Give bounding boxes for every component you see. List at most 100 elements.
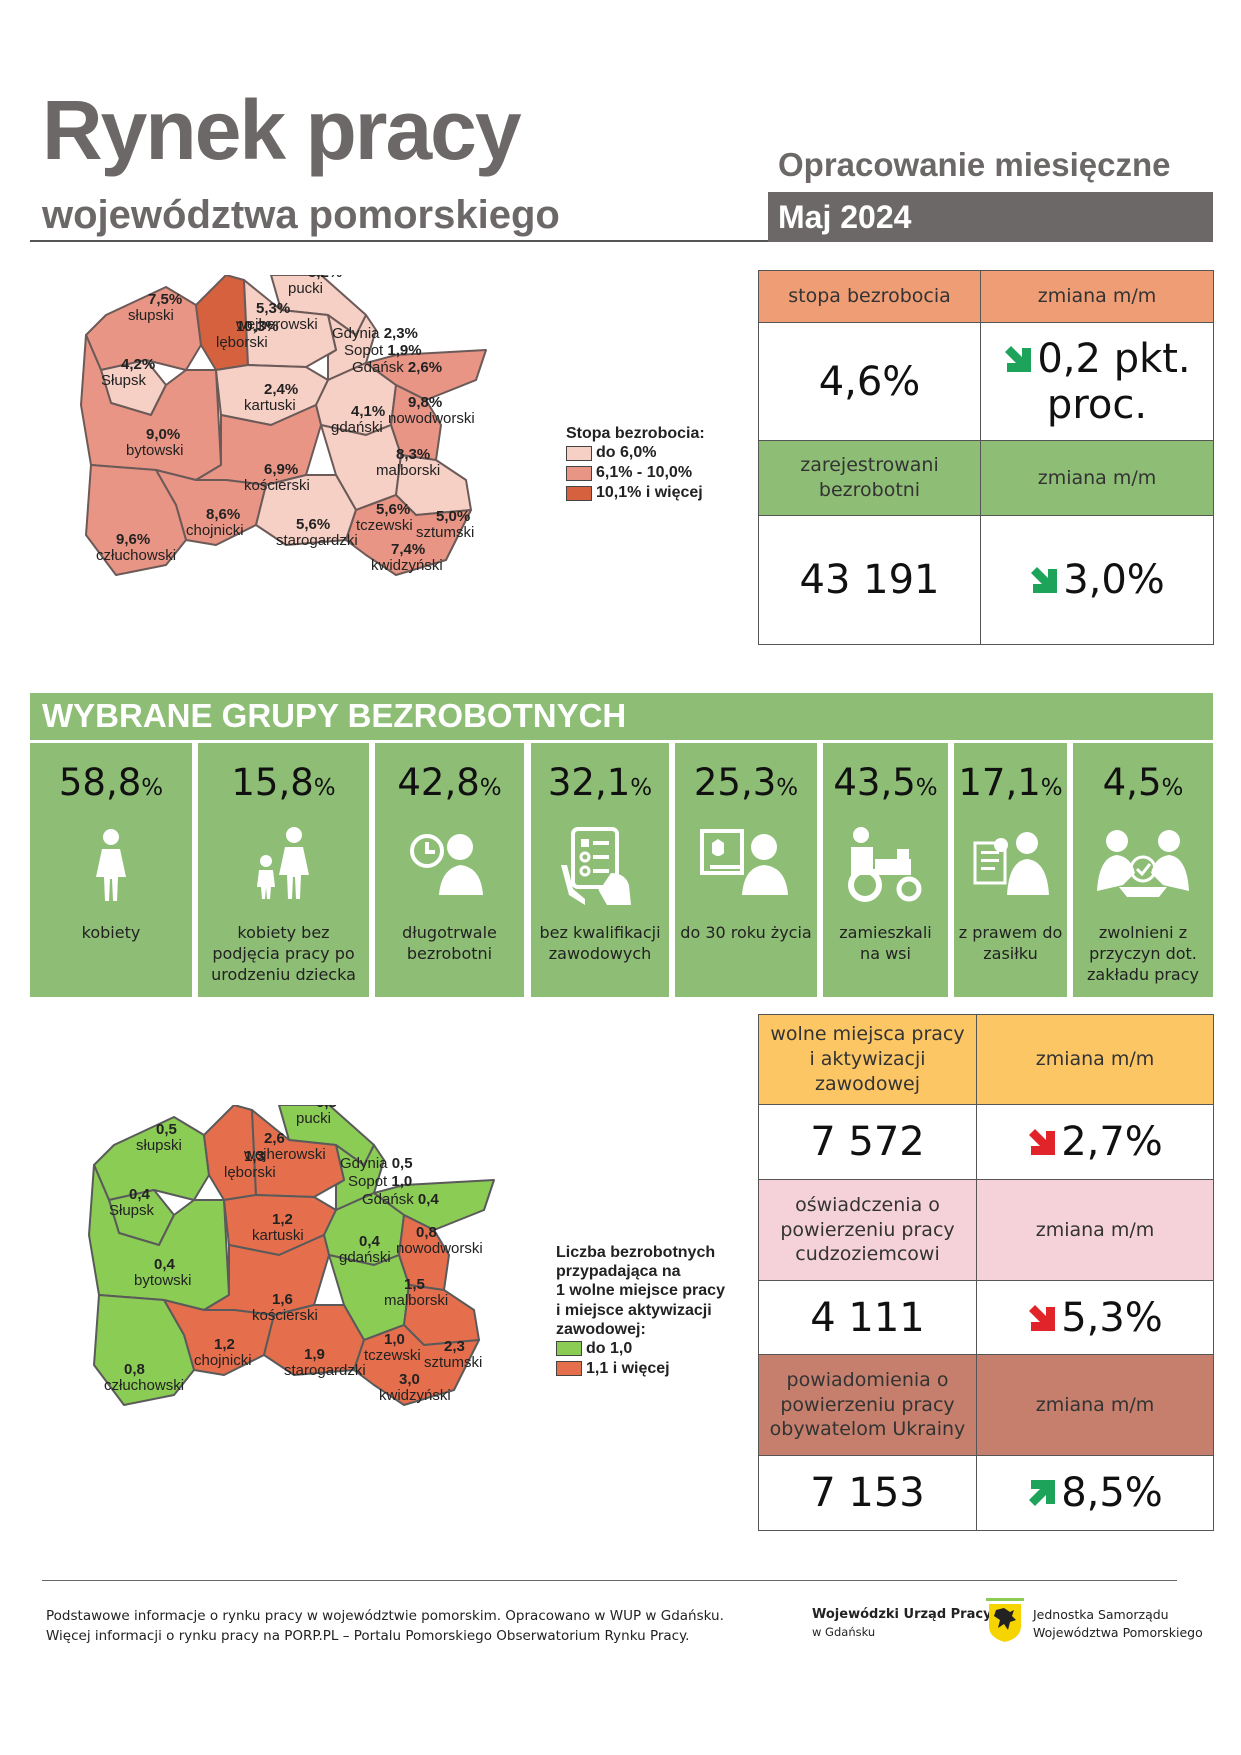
young-person-icon: [700, 829, 788, 895]
group-card-dismissed: 4,5% zwolnieni z przyczyn dot. zakładu p…: [1073, 743, 1213, 997]
district-name: pucki: [296, 1110, 331, 1127]
arrow-down-green-icon: [1031, 567, 1058, 593]
group-label: kobiety bez podjęcia pracy po urodzeniu …: [211, 923, 356, 984]
district-value: 0,4: [129, 1186, 151, 1203]
registered-change: 3,0%: [980, 515, 1214, 645]
district-name: starogardzki: [284, 1362, 366, 1379]
district-value: 1,3: [244, 1148, 265, 1165]
legend-label: do 1,0: [586, 1339, 633, 1357]
registered-change-header: zmiana m/m: [980, 440, 1214, 516]
district-value: 2,3: [444, 1338, 465, 1355]
registered-unemployed-header: zarejestrowani bezrobotni: [758, 440, 981, 516]
district-name: starogardzki: [276, 532, 358, 549]
district-name: kwidzyński: [379, 1387, 451, 1404]
city-label: Sopot 1,9%: [344, 342, 422, 359]
month-label: Maj 2024: [778, 199, 912, 235]
group-label: długotrwale bezrobotni: [402, 923, 497, 963]
district-value: 3,0: [399, 1371, 420, 1388]
district-name: człuchowski: [104, 1377, 184, 1394]
district-name: kwidzyński: [371, 557, 443, 574]
district-value: 5,3%: [256, 300, 290, 317]
district-name: nowodworski: [388, 410, 475, 427]
change-unit: proc.: [1046, 381, 1148, 428]
legend-swatch: [566, 445, 592, 461]
page-subtitle: województwa pomorskiego: [42, 193, 560, 237]
group-value: 15,8%: [231, 761, 336, 804]
pomorskie-crest-icon: [986, 1598, 1024, 1642]
groups-title: WYBRANE GRUPY BEZROBOTNYCH: [42, 697, 627, 734]
legend-label: 1,1 i więcej: [586, 1359, 670, 1377]
notifications-change: 8,5%: [976, 1455, 1214, 1531]
district-name: lęborski: [224, 1164, 276, 1181]
city-label: Gdańsk 0,4: [362, 1191, 439, 1208]
district-name: lęborski: [216, 334, 268, 351]
city-label: Gdańsk 2,6%: [352, 359, 442, 376]
district-value: 5,6%: [296, 516, 330, 533]
group-value: 58,8%: [58, 761, 164, 804]
district-value: 5,2%: [308, 275, 342, 281]
district-value: 1,9: [304, 1346, 325, 1363]
district-name: kartuski: [244, 397, 296, 414]
district-name: Słupsk: [109, 1202, 155, 1219]
vacancies-stats-table: wolne miejsca pracy i aktywizacji zawodo…: [758, 1014, 1214, 1531]
groups-header-bar: [30, 693, 1213, 740]
page-title: Rynek pracy: [42, 83, 522, 177]
district-value: 10,3%: [236, 318, 279, 335]
district-name: słupski: [136, 1137, 182, 1154]
unemployment-stats-table: stopa bezrobocia zmiana m/m 4,6% 0,2 pkt…: [758, 270, 1214, 645]
period-label: Opracowanie miesięczne: [778, 146, 1171, 183]
district-value: 2,6: [264, 1130, 285, 1147]
district-name: Słupsk: [101, 372, 147, 389]
group-card-rural: 43,5% zamieszkali na wsi: [823, 743, 948, 997]
district-value: 1,0: [384, 1331, 405, 1348]
district-value: 9,8%: [408, 394, 442, 411]
notifications-value: 7 153: [758, 1455, 977, 1531]
group-label: zwolnieni z przyczyn dot. zakładu pracy: [1086, 923, 1199, 984]
district-shape: [93, 1116, 210, 1201]
district-value: 4,2%: [121, 356, 155, 373]
district-value: 6,9%: [264, 461, 298, 478]
district-value: 2,4%: [264, 381, 298, 398]
district-shape: [345, 494, 472, 576]
unemployment-rate-header: stopa bezrobocia: [758, 270, 981, 323]
footer-divider: [42, 1580, 1177, 1581]
district-value: 0,3: [316, 1105, 337, 1111]
map1-legend-item: do 6,0%: [566, 443, 705, 463]
district-value: 9,6%: [116, 531, 150, 548]
city-label: Sopot 1,0: [348, 1173, 412, 1190]
woman-icon: [96, 829, 126, 901]
district-shape: [93, 1294, 195, 1406]
month-bar: [768, 192, 1213, 242]
vacancies-value: 7 572: [758, 1104, 977, 1180]
group-card-under-30: 25,3% do 30 roku życia: [675, 743, 817, 997]
wup-logo-city: w Gdańsku: [812, 1625, 876, 1639]
benefit-document-icon: [973, 832, 1049, 895]
district-value: 4,1%: [351, 403, 385, 420]
district-value: 1,2: [214, 1336, 235, 1353]
district-value: 0,8: [416, 1224, 437, 1241]
map2-legend-title-line: i miejsce aktywizacji: [556, 1301, 712, 1319]
district-name: nowodworski: [396, 1240, 483, 1257]
arrow-up-green-icon: [1029, 1480, 1056, 1506]
district-value: 0,4: [359, 1233, 381, 1250]
group-card-long-term: 42,8% długotrwale bezrobotni: [375, 743, 524, 997]
declarations-value: 4 111: [758, 1280, 977, 1355]
district-name: bytowski: [126, 442, 184, 459]
group-value: 25,3%: [693, 761, 799, 804]
group-value: 17,1%: [958, 761, 1063, 804]
district-value: 8,3%: [396, 446, 430, 463]
group-value: 4,5%: [1102, 761, 1184, 804]
unemployment-rate-value: 4,6%: [758, 322, 981, 441]
group-value: 43,5%: [833, 761, 938, 804]
city-label: Gdynia 2,3%: [332, 325, 418, 342]
district-name: gdański: [331, 419, 383, 436]
group-label: do 30 roku życia: [680, 923, 812, 942]
group-value: 42,8%: [397, 761, 502, 804]
title-divider: [30, 240, 1210, 242]
district-name: gdański: [339, 1249, 391, 1266]
district-shape: [353, 1324, 480, 1406]
district-name: wejherowski: [235, 316, 318, 333]
change-value: 8,5%: [1061, 1470, 1163, 1516]
district-value: 5,0%: [436, 508, 470, 525]
